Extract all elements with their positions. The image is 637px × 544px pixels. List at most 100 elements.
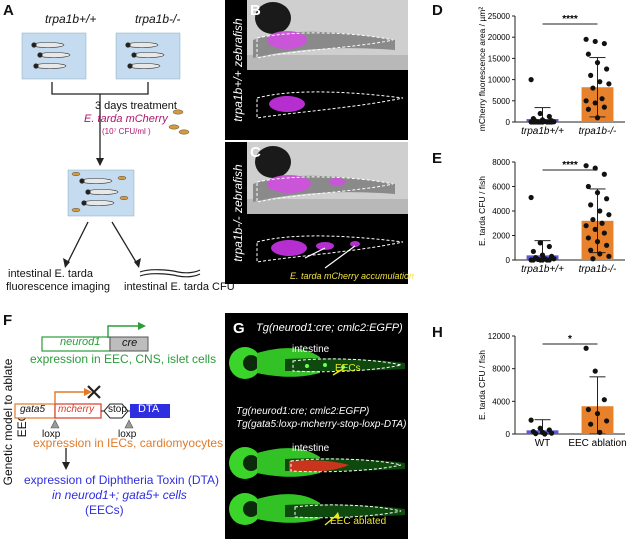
genotype-ko-label: trpa1b-/- [135,12,181,26]
treatment-duration: 3 days treatment [95,100,177,112]
intestine-icon [139,269,201,274]
data-point [604,66,610,72]
gene-dta: DTA [138,403,160,415]
data-point [551,256,557,262]
data-point [594,60,601,66]
data-point [528,77,534,83]
outcome-imaging-line2: fluorescence imaging [6,281,110,293]
category-label: WT [535,438,551,449]
label-eec-ablated: EEC ablated [330,516,387,527]
y-tick-label: 10000 [488,76,511,85]
panel-g-title1: Tg(neurod1:cre; cmlc2:EGFP) [256,322,403,334]
data-point [530,257,536,263]
data-point [592,165,598,171]
data-point [585,183,591,190]
gene-gata5: gata5 [20,404,46,415]
significance-label: * [568,334,572,345]
neurod1-expression: expression in EEC, CNS, islet cells [30,352,217,366]
y-axis-label: E. tarda CFU / fish [477,350,487,420]
panel-g-title2-line1: Tg(neurod1:cre; cmlc2:EGFP) [236,406,370,417]
bacteria-icon [168,109,190,135]
data-point [597,251,603,257]
y-tick-label: 6000 [492,183,510,192]
panel-g-title2-line2: Tg(gata5:loxp-mcherry-stop-loxp-DTA) [236,419,407,430]
y-tick-label: 15000 [488,54,511,63]
gata5-expression: expression in IECs, cardiomyocytes [33,436,224,450]
data-point [601,171,607,177]
y-tick-label: 0 [506,256,511,265]
panel-b-image [225,0,408,140]
data-point [583,98,589,104]
gene-mcherry: mcherry [58,404,95,415]
panel-letter-d: D [432,2,443,19]
label-eecs: EECs [335,363,361,374]
y-axis-label: mCherry fluorescence area / µm² [477,7,487,132]
data-point [588,72,594,78]
data-point [601,397,607,403]
category-label: trpa1b+/+ [521,126,564,137]
data-point [592,226,598,232]
panel-f-diagram [14,322,170,470]
data-point [549,119,555,125]
loxp-right: loxp [118,429,137,440]
label-intestine-2: intestine [292,443,330,454]
data-point [588,202,594,208]
data-point [590,216,596,223]
data-point [604,418,610,424]
data-point [594,410,601,417]
panel-letter-f: F [3,312,13,329]
cross-icon [87,385,101,399]
data-point [537,425,543,431]
data-point [539,257,546,263]
data-point [530,248,536,255]
category-label: EEC ablation [568,438,626,449]
panel-letter-c: C [250,144,261,161]
result-line2: in neurod1+; gata5+ cells [52,488,187,502]
data-point [583,223,589,229]
data-point [583,163,589,169]
data-point [601,40,607,47]
y-tick-label: 2000 [492,232,510,241]
panel-c-image [225,142,408,284]
treatment-dose: (10⁷ CFU/ml ) [102,127,151,136]
outcome-cfu: intestinal E. tarda CFU [124,281,235,293]
data-point [606,253,612,259]
data-point [594,239,601,245]
data-point [585,51,591,57]
y-tick-label: 20000 [488,33,511,42]
panel-c-annotation: E. tarda mCherry accumulation [290,271,415,281]
data-point [590,85,596,91]
panel-letter-e: E [432,150,443,167]
y-tick-label: 5000 [492,97,510,106]
data-point [599,220,605,226]
data-point [590,256,596,262]
chart-e: 0 2000 4000 6000 8000 E. tarda CFU / fish trpa… [477,158,625,275]
data-point [528,194,534,201]
outcome-imaging-line1: intestinal E. tarda [8,268,93,280]
data-point [604,196,610,202]
data-point [597,79,603,85]
data-point [597,208,603,214]
y-tick-label: 25000 [488,12,511,21]
data-point [599,96,605,102]
data-point [585,235,591,241]
data-point [592,38,598,45]
y-tick-label: 8000 [492,365,510,374]
significance-label: **** [562,14,578,25]
data-point [528,417,534,423]
larvae-icon [31,42,165,69]
result-line1: expression of Diphtheria Toxin (DTA) [24,473,219,487]
treatment-agent: E. tarda mCherry [84,113,168,125]
label-intestine-1: intestine [292,344,330,355]
gene-cre: cre [122,337,138,349]
panel-a-diagram [21,32,201,278]
panel-letter-g: G [233,320,245,337]
y-tick-label: 12000 [488,332,511,341]
loxp-left: loxp [42,429,61,440]
y-tick-label: 4000 [492,207,510,216]
data-point [597,429,603,435]
data-point [601,104,607,110]
significance-label: **** [562,160,578,171]
data-point [594,115,601,121]
